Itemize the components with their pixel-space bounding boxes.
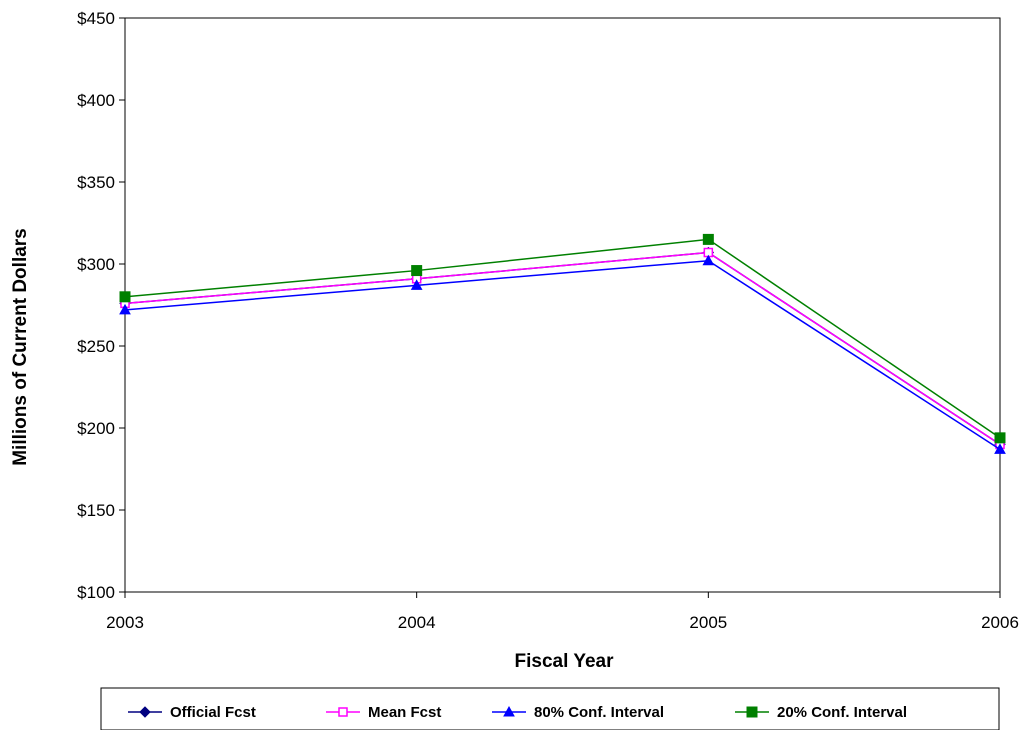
- legend-marker: [503, 705, 515, 717]
- series-layer: [119, 233, 1006, 454]
- legend-item: Mean Fcst: [326, 704, 441, 721]
- x-axis-title: Fiscal Year: [515, 651, 615, 672]
- legend-label: Mean Fcst: [368, 704, 441, 721]
- data-point: [411, 265, 423, 277]
- x-axis: 2003 2004 2005 2006: [106, 592, 1019, 632]
- series-80-conf-interval: [119, 254, 1006, 454]
- y-axis: $100 $150 $200 $250 $300 $350 $400 $450: [77, 9, 125, 602]
- data-point: [994, 432, 1006, 444]
- y-tick-label: $300: [77, 255, 115, 274]
- data-point: [702, 254, 715, 266]
- legend-item: Official Fcst: [128, 704, 256, 721]
- data-point: [119, 303, 131, 315]
- data-point: [702, 233, 714, 245]
- series-mean-fcst: [120, 247, 1005, 450]
- plot-area: [124, 17, 1001, 593]
- y-tick-label: $250: [77, 337, 115, 356]
- x-tick-label: 2003: [106, 613, 144, 632]
- x-tick-label: 2006: [981, 613, 1019, 632]
- data-point: [119, 291, 131, 303]
- series-line: [124, 259, 1001, 450]
- x-tick-label: 2005: [689, 613, 727, 632]
- legend-label: 80% Conf. Interval: [534, 704, 664, 721]
- legend-item: 20% Conf. Interval: [735, 704, 907, 721]
- series-line: [124, 251, 1001, 446]
- y-tick-label: $150: [77, 501, 115, 520]
- legend-box: [100, 687, 1000, 730]
- x-tick-label: 2004: [398, 613, 436, 632]
- y-tick-label: $450: [77, 9, 115, 28]
- plot-border: [124, 17, 1001, 593]
- y-axis-title: Millions of Current Dollars: [10, 228, 31, 466]
- data-point: [994, 443, 1006, 454]
- series-line: [124, 238, 1001, 439]
- y-tick-label: $200: [77, 419, 115, 438]
- legend-marker: [338, 707, 348, 717]
- legend-item: 80% Conf. Interval: [492, 704, 664, 721]
- legend: Official Fcst Mean Fcst 80% Conf. Interval…: [100, 687, 1000, 730]
- y-tick-label: $400: [77, 91, 115, 110]
- legend-label: 20% Conf. Interval: [777, 704, 907, 721]
- series-20-conf-interval: [119, 233, 1006, 444]
- data-point: [410, 279, 423, 290]
- legend-label: Official Fcst: [170, 704, 256, 721]
- legend-marker: [746, 706, 758, 718]
- series-official-fcst: [119, 246, 1006, 451]
- y-tick-label: $100: [77, 583, 115, 602]
- y-tick-label: $350: [77, 173, 115, 192]
- legend-marker: [139, 706, 151, 718]
